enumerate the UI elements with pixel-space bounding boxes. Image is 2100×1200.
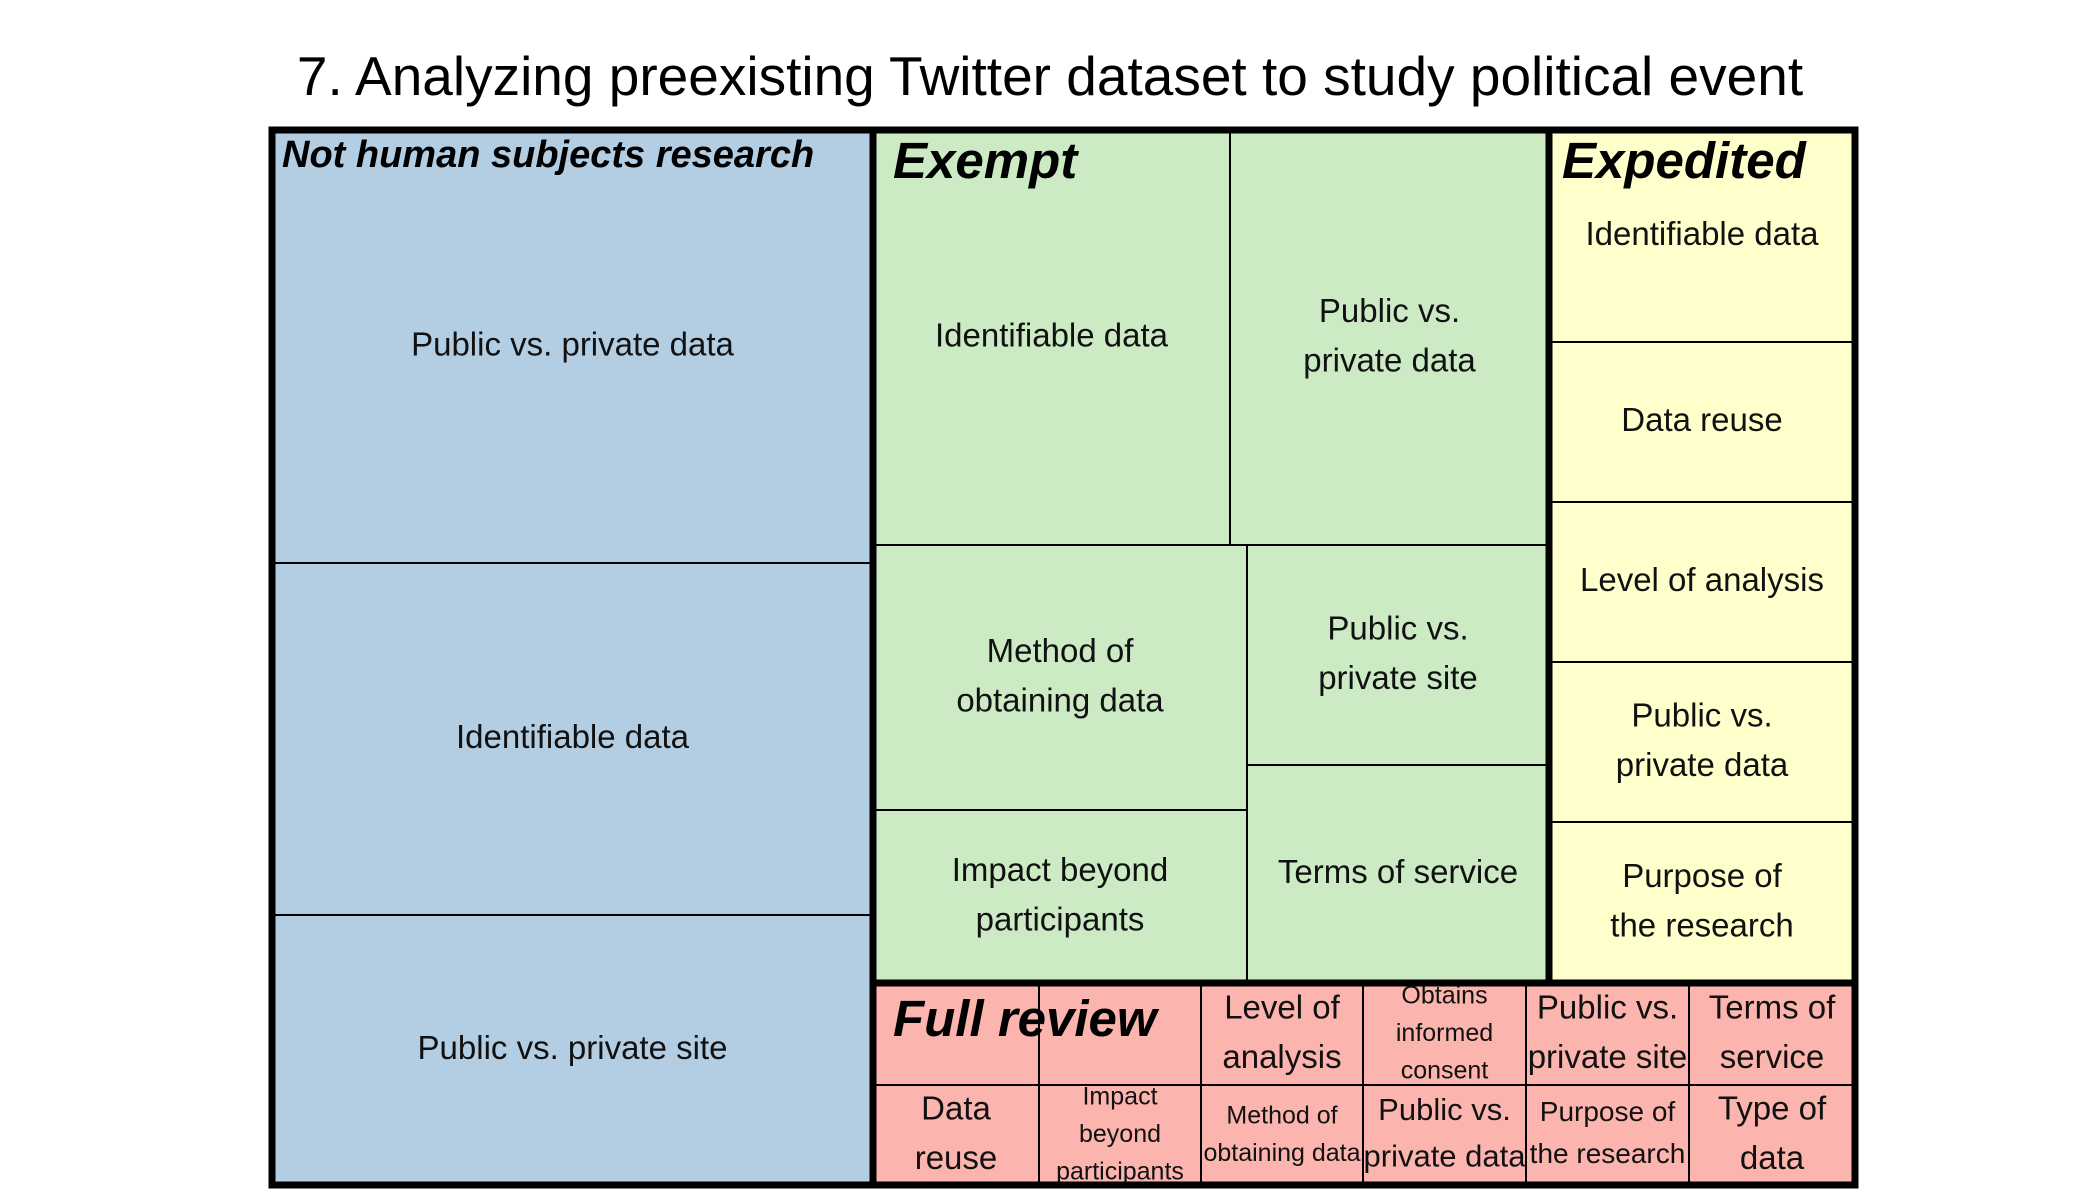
treemap-cell [872,809,1248,984]
treemap-cell [1246,544,1550,766]
cell-label: Method of obtaining data [956,631,1164,718]
treemap-cell [1548,129,1856,343]
cell-label: Impact beyond participants [1056,1082,1184,1185]
cell-label: Level of analysis [1580,561,1824,598]
treemap-cell [1362,1084,1527,1186]
cell-label: Terms of service [1278,853,1518,890]
cell-label: Data reuse [915,1089,998,1176]
group-expedited: Identifiable data Data reuse Level of anal… [1545,126,1859,987]
cell-label: Public vs. private data [1616,696,1789,783]
cell-label: Purpose of the research [1610,856,1793,943]
treemap-cell [271,914,874,1186]
treemap-cell [1548,821,1856,984]
cell-label: Identifiable data [456,718,690,755]
cell-label: Identifiable data [1585,215,1819,252]
cell-label: Terms of service [1709,988,1836,1075]
treemap-cell [271,562,874,916]
cell-label: Method of obtaining data [1203,1101,1360,1167]
chart-title: 7. Analyzing preexisting Twitter dataset… [296,45,1804,107]
treemap-cell [872,544,1248,811]
treemap-cell [1548,341,1856,503]
treemap-cell [1229,129,1550,546]
group-border [869,979,1859,1189]
cell-label: Impact beyond participants [952,850,1168,937]
treemap-cell [872,982,1040,1086]
group-not-human-subjects-research: Public vs. private data Identifiable data… [268,126,877,1189]
cell-label: Obtains informed consent [1396,981,1493,1084]
cell-label: Identifiable data [935,316,1169,353]
treemap-cell [1548,501,1856,663]
treemap-cell [1200,982,1364,1086]
cell-label: Public vs. private data [1364,1092,1527,1174]
group-label: Not human subjects research [282,134,814,176]
group-label: Full review [893,990,1160,1047]
cell-label: Public vs. private site [1528,988,1688,1075]
treemap-cell [271,129,874,564]
cell-label: Public vs. private site [418,1029,728,1066]
treemap-cell [1688,1084,1856,1186]
treemap-cell [872,129,1231,546]
cell-label: Data reuse [1621,401,1782,438]
treemap-cell [1525,1084,1690,1186]
treemap-cell [1548,661,1856,823]
treemap-cell [1038,982,1202,1086]
cell-label: Public vs. private site [1318,609,1478,696]
cell-label: Public vs. private data [411,325,734,362]
treemap-cell [1246,764,1550,984]
group-exempt: Identifiable data Public vs. private data M… [869,126,1553,987]
treemap-cell [1688,982,1856,1086]
cell-label: Purpose of the research [1530,1096,1686,1169]
group-label: Expedited [1562,132,1808,189]
group-label: Exempt [893,132,1079,189]
cell-label: Public vs. private data [1303,291,1476,378]
cell-label: Type of data [1718,1089,1827,1176]
cell-label: Level of analysis [1222,988,1341,1075]
